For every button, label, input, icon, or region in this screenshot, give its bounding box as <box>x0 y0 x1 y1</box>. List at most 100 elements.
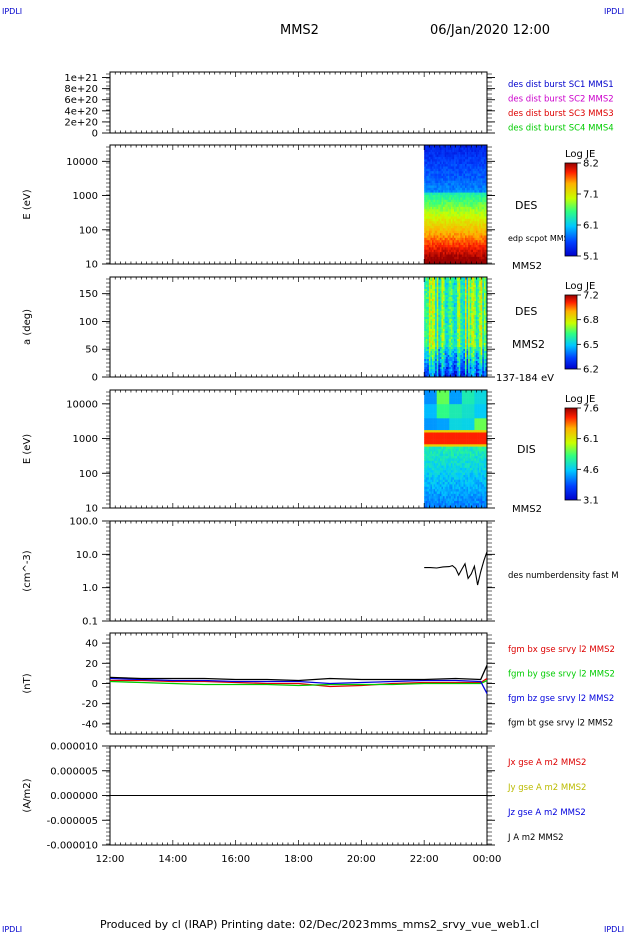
heatmap-cell <box>452 202 455 205</box>
heatmap-cell <box>474 252 477 255</box>
heatmap-cell <box>485 261 488 265</box>
heatmap-cell <box>435 331 438 334</box>
heatmap-cell <box>463 159 466 162</box>
heatmap-cell <box>439 279 442 282</box>
heatmap-cell <box>425 465 428 469</box>
heatmap-cell <box>472 199 475 203</box>
heatmap-cell <box>435 293 438 296</box>
heatmap-cell <box>482 293 485 296</box>
heatmap-cell <box>432 206 434 210</box>
heatmap-cell <box>457 218 460 222</box>
heatmap-cell <box>463 359 466 362</box>
heatmap-cell <box>449 161 452 165</box>
heatmap-cell <box>428 327 431 330</box>
heatmap-cell <box>425 197 428 201</box>
heatmap-cell <box>449 206 452 210</box>
heatmap-cell <box>446 173 449 177</box>
heatmap-cell <box>458 293 461 296</box>
heatmap-cell <box>476 223 478 227</box>
heatmap-cell <box>463 369 466 372</box>
heatmap-cell <box>485 256 488 260</box>
heatmap-cell <box>444 197 447 201</box>
heatmap-cell <box>471 183 474 186</box>
heatmap-cell <box>457 367 460 370</box>
heatmap-cell <box>465 303 467 306</box>
heatmap-cell <box>428 206 431 210</box>
heatmap-cell <box>479 321 482 324</box>
heatmap-cell <box>438 228 441 231</box>
heatmap-cell <box>424 337 427 340</box>
heatmap-cell <box>471 311 474 314</box>
heatmap-cell <box>450 281 453 284</box>
heatmap-cell <box>439 313 442 316</box>
heatmap-cell <box>446 279 449 282</box>
heatmap-cell <box>427 281 430 284</box>
heatmap-cell <box>438 279 441 282</box>
heatmap-cell <box>433 194 436 198</box>
heatmap-cell <box>452 233 455 236</box>
heatmap-cell <box>449 301 452 304</box>
heatmap-cell <box>436 192 439 196</box>
heatmap-cell <box>463 175 466 179</box>
heatmap-cell <box>483 281 486 284</box>
heatmap-cell <box>463 192 466 196</box>
heatmap-cell <box>468 301 471 304</box>
heatmap-cell <box>430 367 433 370</box>
heatmap-cell <box>474 309 477 312</box>
heatmap-cell <box>444 289 447 292</box>
heatmap-cell <box>425 185 428 189</box>
heatmap-cell <box>468 164 471 167</box>
heatmap-cell <box>469 331 472 334</box>
heatmap-cell <box>450 228 453 231</box>
heatmap-cell <box>438 171 441 174</box>
heatmap-cell <box>483 159 486 162</box>
heatmap-cell <box>438 190 441 193</box>
heatmap-cell <box>428 202 431 205</box>
heatmap-cell <box>443 244 445 248</box>
heatmap-cell <box>458 254 461 258</box>
heatmap-cell <box>472 289 475 292</box>
heatmap-cell <box>447 303 450 306</box>
heatmap-cell <box>476 329 478 332</box>
heatmap-cell <box>425 145 428 148</box>
heatmap-cell <box>454 349 456 352</box>
heatmap-cell <box>433 237 436 241</box>
heatmap-cell <box>450 225 453 229</box>
heatmap-cell <box>446 156 449 160</box>
heatmap-cell <box>443 339 445 342</box>
heatmap-cell <box>449 347 452 350</box>
heatmap-cell <box>436 369 439 372</box>
heatmap-cell <box>468 311 471 314</box>
heatmap-cell <box>452 307 455 310</box>
heatmap-cell <box>447 291 450 294</box>
heatmap-cell <box>428 345 431 348</box>
heatmap-cell <box>446 178 449 181</box>
heatmap-cell <box>452 206 455 210</box>
heatmap-cell <box>435 351 438 354</box>
heatmap-cell <box>455 291 458 294</box>
heatmap-cell <box>441 361 444 364</box>
heatmap-cell <box>477 233 480 236</box>
heatmap-cell <box>463 353 466 356</box>
heatmap-cell <box>425 337 428 340</box>
heatmap-cell <box>435 252 438 255</box>
heatmap-cell <box>441 277 444 280</box>
heatmap-cell <box>458 373 461 376</box>
heatmap-cell <box>458 357 461 360</box>
heatmap-cell <box>436 145 439 148</box>
heatmap-cell <box>441 228 444 231</box>
heatmap-cell <box>424 420 427 424</box>
heatmap-cell <box>425 147 428 151</box>
heatmap-cell <box>433 218 436 222</box>
heatmap-cell <box>439 335 442 338</box>
heatmap-cell <box>433 406 436 410</box>
heatmap-cell <box>428 175 431 179</box>
heatmap-cell <box>469 149 472 153</box>
heatmap-cell <box>476 373 478 376</box>
heatmap-cell <box>476 185 478 189</box>
heatmap-cell <box>458 159 461 162</box>
heatmap-cell <box>427 411 430 414</box>
heatmap-cell <box>466 192 469 196</box>
heatmap-cell <box>457 173 460 177</box>
heatmap-cell <box>476 254 478 258</box>
